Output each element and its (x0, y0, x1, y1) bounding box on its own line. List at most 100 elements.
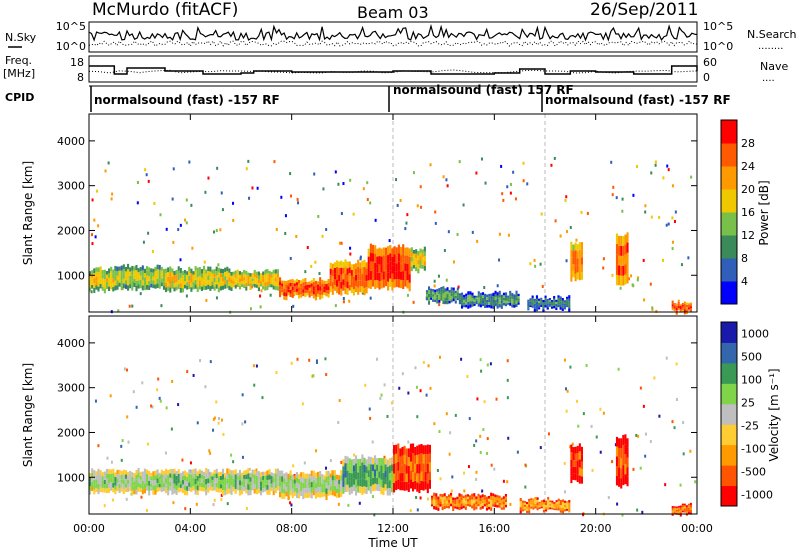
echo-cell (521, 507, 524, 510)
echo-cell (380, 272, 383, 281)
echo-cell (162, 273, 165, 278)
echo-cell (110, 473, 113, 478)
echo-cell (557, 300, 560, 303)
echo-cell (268, 484, 271, 490)
echo-cell (238, 285, 241, 290)
echo-cell (431, 499, 434, 503)
echo-cell (251, 486, 254, 491)
echo-cell (542, 499, 545, 503)
echo-cell (321, 283, 324, 288)
echo-cell (407, 457, 410, 466)
echo-cell (276, 282, 279, 287)
echo-cell (139, 471, 142, 476)
echo-cell (148, 490, 151, 496)
echo-cell (439, 496, 442, 499)
echo-cell (615, 233, 619, 244)
echo-cell (264, 278, 267, 283)
echo-cell (295, 472, 298, 478)
echo-cell (403, 454, 406, 464)
echo-cell (671, 509, 674, 512)
echo-cell (279, 470, 282, 476)
echo-cell (422, 463, 425, 473)
echo-cell (671, 300, 674, 303)
echo-cell (192, 271, 195, 275)
scatter-cell (364, 383, 367, 387)
echo-cell (498, 498, 501, 501)
echo-cell (378, 464, 381, 472)
echo-cell (186, 472, 189, 477)
echo-cell (535, 308, 539, 312)
echo-cell (431, 504, 434, 507)
echo-cell (545, 504, 548, 508)
echo-cell (511, 301, 514, 305)
echo-cell (456, 292, 459, 296)
echo-cell (519, 510, 522, 514)
echo-cell (615, 466, 619, 476)
scatter-cell (529, 262, 532, 266)
echo-cell (458, 297, 461, 300)
echo-cell (255, 485, 258, 490)
echo-cell (473, 301, 476, 304)
scatter-cell (404, 227, 407, 231)
scatter-cell (94, 399, 97, 403)
echo-cell (365, 487, 368, 494)
echo-cell (519, 507, 522, 511)
echo-cell (540, 301, 543, 304)
echo-cell (251, 473, 254, 478)
echo-cell (135, 275, 138, 281)
scatter-cell (140, 495, 143, 499)
echo-cell (321, 279, 324, 284)
echo-cell (367, 463, 370, 471)
echo-cell (135, 264, 138, 271)
echo-cell (152, 485, 155, 491)
echo-cell (122, 283, 125, 289)
echo-cell (557, 302, 560, 305)
echo-cell (200, 269, 203, 274)
echo-cell (196, 287, 199, 292)
echo-cell (683, 301, 686, 305)
echo-cell (295, 278, 298, 283)
scatter-cell (563, 490, 566, 494)
echo-cell (114, 485, 117, 490)
echo-cell (156, 264, 159, 270)
scatter-cell (340, 241, 343, 245)
echo-cell (498, 294, 501, 298)
scatter-cell (621, 197, 624, 201)
echo-cell (464, 503, 467, 507)
scatter-cell (248, 196, 251, 200)
echo-cell (528, 504, 531, 508)
scatter-cell (301, 402, 304, 406)
echo-cell (321, 492, 324, 498)
echo-cell (687, 503, 690, 506)
echo-cell (488, 504, 491, 507)
echo-cell (336, 286, 339, 294)
echo-cell (333, 262, 336, 268)
echo-cell (462, 500, 465, 504)
echo-cell (492, 302, 495, 306)
scatter-cell (422, 360, 425, 364)
scatter-cell (241, 422, 244, 426)
scatter-cell (666, 164, 669, 168)
echo-cell (89, 283, 92, 288)
echo-cell (574, 473, 577, 481)
echo-cell (112, 278, 115, 283)
echo-cell (407, 448, 410, 458)
echo-cell (432, 299, 435, 302)
echo-cell (215, 487, 218, 493)
echo-cell (679, 505, 682, 508)
echo-cell (291, 479, 294, 484)
echo-cell (681, 308, 684, 310)
echo-cell (404, 271, 407, 279)
echo-cell (465, 304, 468, 308)
echo-cell (156, 278, 159, 284)
echo-cell (253, 269, 256, 274)
noise-traces (88, 23, 698, 47)
echo-cell (103, 488, 106, 493)
echo-cell (162, 281, 165, 286)
echo-cell (217, 287, 220, 293)
echo-cell (175, 471, 178, 476)
echo-cell (681, 503, 684, 506)
echo-cell (502, 498, 505, 502)
echo-cell (403, 481, 406, 491)
echo-cell (671, 304, 674, 307)
